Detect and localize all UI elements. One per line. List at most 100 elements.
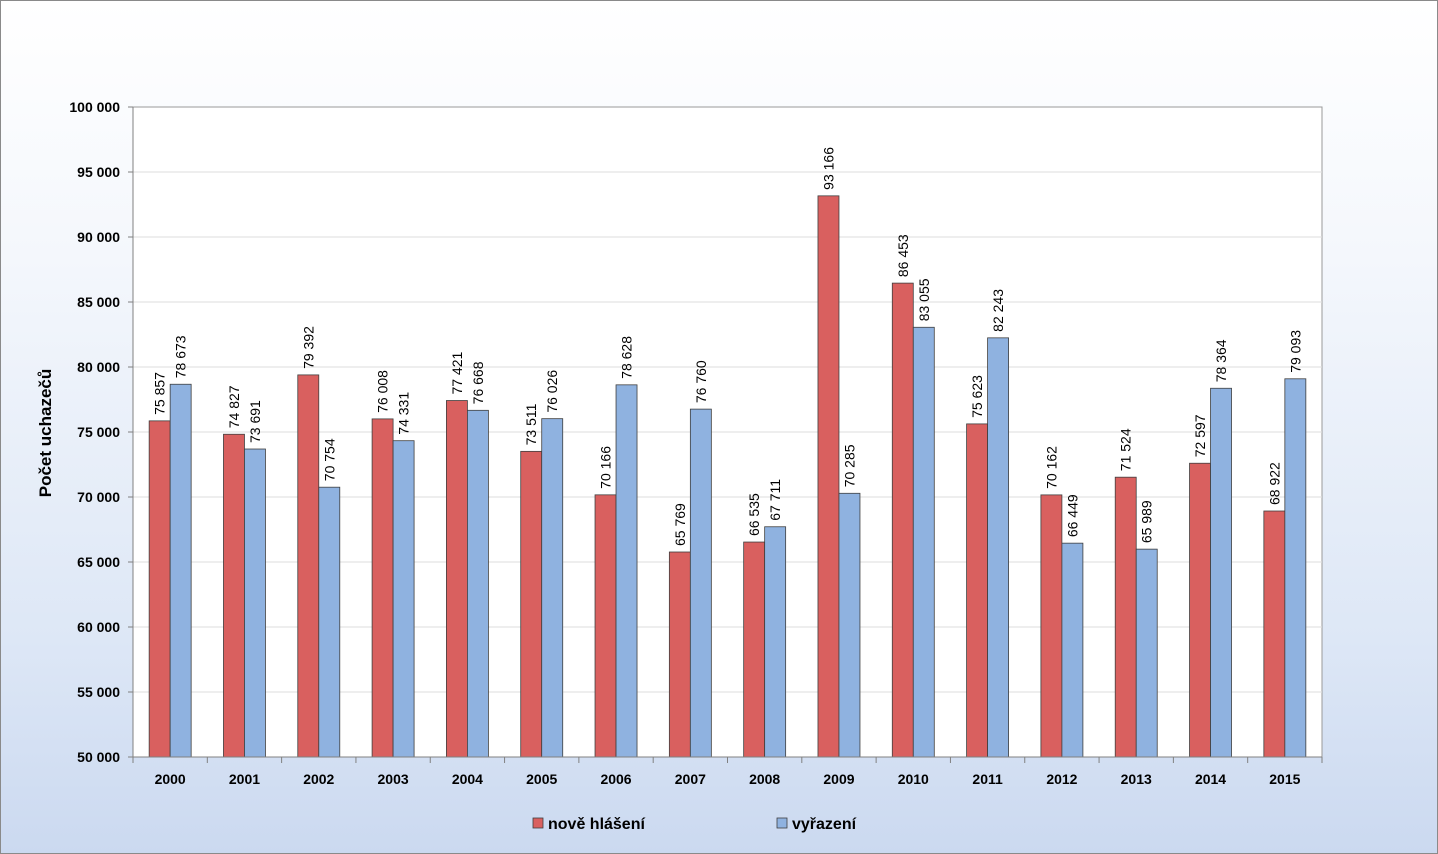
bar-nove-hlaseni-2008	[743, 541, 766, 758]
data-label: 75 857	[152, 372, 168, 415]
bar-nove-hlaseni-2004	[446, 400, 468, 758]
x-tick-label: 2004	[452, 771, 483, 787]
bar-vyrazeni-2011	[987, 337, 1009, 758]
bar-vyrazeni-2004	[467, 409, 489, 758]
data-label: 83 055	[916, 278, 932, 321]
x-tick-label: 2015	[1269, 771, 1300, 787]
bar-nove-hlaseni-2015	[1263, 510, 1286, 758]
y-tick-label: 100 000	[69, 99, 120, 115]
y-tick-label: 85 000	[77, 294, 120, 310]
legend-label: nově hlášení	[548, 816, 645, 833]
bar-nove-hlaseni-2000	[148, 420, 171, 758]
data-label: 70 166	[598, 446, 614, 489]
x-tick-label: 2006	[600, 771, 631, 787]
y-tick-label: 65 000	[77, 554, 120, 570]
data-label: 73 511	[523, 403, 539, 445]
data-labels: 75 857 74 827 79 392 76 008 77 421 73 511 70 1…	[152, 147, 1304, 546]
bar-vyrazeni-2010	[912, 326, 935, 758]
x-tick-label: 2010	[898, 771, 929, 787]
data-label: 67 711	[767, 479, 783, 521]
bar-nove-hlaseni-2002	[297, 374, 320, 758]
data-label: 73 691	[247, 400, 263, 443]
bar-vyrazeni-2005	[541, 418, 564, 758]
legend-swatch	[532, 817, 544, 829]
data-label: 78 673	[173, 335, 189, 378]
data-label: 79 392	[300, 326, 316, 369]
bar-nove-hlaseni-2011	[966, 423, 988, 758]
data-label: 76 668	[470, 361, 486, 404]
data-label: 76 008	[375, 370, 391, 413]
y-tick-label: 95 000	[77, 164, 120, 180]
x-tick-label: 2013	[1121, 771, 1152, 787]
y-tick-label: 80 000	[77, 359, 120, 375]
data-label: 65 769	[672, 503, 688, 546]
data-label: 70 754	[321, 438, 337, 481]
bar-vyrazeni-2003	[392, 440, 415, 758]
bar-nove-hlaseni-2010	[891, 282, 914, 758]
bar-vyrazeni-2007	[689, 408, 712, 758]
data-label: 75 623	[969, 375, 985, 418]
bar-vyrazeni-2002	[318, 486, 341, 758]
data-label: 76 026	[544, 370, 560, 413]
bar-nove-hlaseni-2003	[371, 418, 394, 758]
bar-vyrazeni-2006	[615, 384, 638, 758]
data-label: 93 166	[820, 147, 836, 190]
x-tick-label: 2008	[749, 771, 780, 787]
y-tick-label: 50 000	[77, 749, 120, 765]
data-label: 70 285	[841, 444, 857, 487]
data-label: 74 827	[226, 385, 242, 428]
x-tick-label: 2011	[972, 771, 1003, 787]
y-tick-label: 60 000	[77, 619, 120, 635]
bar-nove-hlaseni-2014	[1189, 462, 1211, 758]
x-tick-label: 2001	[229, 771, 260, 787]
legend-label: vyřazení	[792, 816, 857, 833]
legend: nově hlášení vyřazení	[532, 816, 857, 833]
y-tick-label: 75 000	[77, 424, 120, 440]
x-tick-label: 2009	[823, 771, 854, 787]
data-label: 72 597	[1192, 414, 1208, 457]
bar-nove-hlaseni-2013	[1114, 476, 1137, 758]
bar-vyrazeni-2015	[1284, 378, 1307, 758]
bar-nove-hlaseni-2006	[594, 494, 617, 758]
data-label: 74 331	[396, 392, 412, 435]
y-tick-label: 90 000	[77, 229, 120, 245]
axes: 50 000 55 000 60 000 65 000 70 000 75 000 80 0…	[69, 99, 1323, 787]
data-label: 65 989	[1139, 500, 1155, 543]
x-tick-label: 2003	[378, 771, 409, 787]
bar-nove-hlaseni-2001	[223, 433, 245, 758]
x-tick-label: 2000	[155, 771, 186, 787]
legend-swatch	[776, 817, 788, 829]
x-tick-label: 2005	[526, 771, 557, 787]
data-label: 78 364	[1213, 339, 1229, 382]
bar-vyrazeni-2009	[838, 492, 861, 758]
x-tick-label: 2002	[303, 771, 334, 787]
x-tick-label: 2007	[675, 771, 706, 787]
data-label: 70 162	[1043, 446, 1059, 489]
data-label: 77 421	[449, 351, 465, 394]
bar-vyrazeni-2012	[1061, 542, 1084, 758]
bar-vyrazeni-2001	[244, 448, 266, 758]
data-label: 66 449	[1064, 494, 1080, 537]
data-label: 82 243	[990, 289, 1006, 332]
data-label: 71 524	[1118, 428, 1134, 471]
bar-vyrazeni-2014	[1210, 387, 1232, 758]
y-tick-label: 55 000	[77, 684, 120, 700]
data-label: 78 628	[619, 336, 635, 379]
y-tick-label: 70 000	[77, 489, 120, 505]
data-label: 79 093	[1287, 330, 1303, 373]
data-label: 76 760	[693, 360, 709, 403]
bar-nove-hlaseni-2009	[817, 195, 840, 758]
data-label: 68 922	[1266, 462, 1282, 505]
bar-vyrazeni-2008	[764, 526, 787, 758]
bars	[148, 195, 1307, 758]
y-axis-title: Počet uchazečů	[36, 369, 55, 498]
data-label: 86 453	[895, 234, 911, 277]
data-label: 66 535	[746, 493, 762, 536]
bar-nove-hlaseni-2007	[668, 551, 691, 758]
bar-vyrazeni-2013	[1135, 548, 1158, 758]
x-tick-label: 2012	[1046, 771, 1077, 787]
bar-nove-hlaseni-2012	[1040, 494, 1063, 758]
bar-nove-hlaseni-2005	[520, 450, 543, 758]
bar-vyrazeni-2000	[169, 383, 192, 758]
